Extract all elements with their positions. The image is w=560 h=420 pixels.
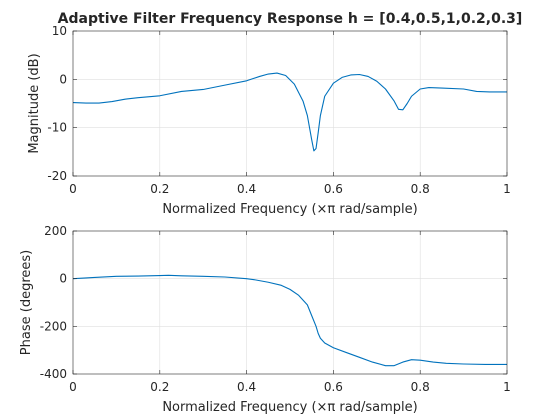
phase-grid [73, 231, 507, 374]
phase-line-layer [72, 274, 507, 367]
phase-x-tick-label: 0.4 [237, 380, 256, 394]
magnitude-line-layer [72, 72, 507, 152]
phase-x-tick-label: 1 [503, 380, 511, 394]
magnitude-x-axis-label: Normalized Frequency (×π rad/sample) [162, 202, 417, 217]
magnitude-plot-area [73, 31, 507, 176]
magnitude-axes-box [72, 30, 508, 177]
phase-x-tick-label: 0 [69, 380, 77, 394]
magnitude-x-tick-label: 0.8 [411, 182, 430, 196]
phase-y-axis-label: Phase (degrees) [19, 250, 34, 355]
chart-title: Adaptive Filter Frequency Response h = [… [58, 11, 523, 27]
phase-y-tick-label: 0 [59, 272, 67, 286]
phase-y-tick-label: 200 [44, 224, 67, 238]
phase-ticks: 0 0.2 0.4 0.6 0.8 1 -400 -200 0 200 [40, 224, 511, 394]
magnitude-x-tick-label: 0.4 [237, 182, 256, 196]
magnitude-response-line [72, 72, 507, 152]
magnitude-y-tick-label: -20 [47, 169, 67, 183]
phase-y-tick-label: -400 [40, 367, 67, 381]
phase-x-tick-label: 0.8 [411, 380, 430, 394]
magnitude-axes: 0 0.2 0.4 0.6 0.8 1 -20 -10 0 10 Normalized Frequ… [27, 24, 511, 217]
magnitude-x-tick-label: 1 [503, 182, 511, 196]
phase-y-tick-label: -200 [40, 319, 67, 333]
magnitude-y-tick-label: 0 [59, 72, 67, 86]
phase-response-line [72, 274, 507, 367]
magnitude-x-tick-label: 0.2 [150, 182, 169, 196]
phase-x-tick-label: 0.6 [324, 380, 343, 394]
magnitude-x-tick-label: 0.6 [324, 182, 343, 196]
phase-plot-area [73, 231, 507, 374]
phase-x-axis-label: Normalized Frequency (×π rad/sample) [162, 400, 417, 415]
magnitude-y-tick-label: 10 [52, 24, 67, 38]
magnitude-ticks: 0 0.2 0.4 0.6 0.8 1 -20 -10 0 10 [47, 24, 510, 196]
magnitude-y-tick-label: -10 [47, 121, 67, 135]
magnitude-x-tick-label: 0 [69, 182, 77, 196]
magnitude-y-axis-label: Magnitude (dB) [27, 53, 42, 153]
phase-axes: 0 0.2 0.4 0.6 0.8 1 -400 -200 0 200 Normalized Fr… [19, 224, 511, 415]
phase-x-tick-label: 0.2 [150, 380, 169, 394]
phase-axes-box [72, 230, 508, 375]
